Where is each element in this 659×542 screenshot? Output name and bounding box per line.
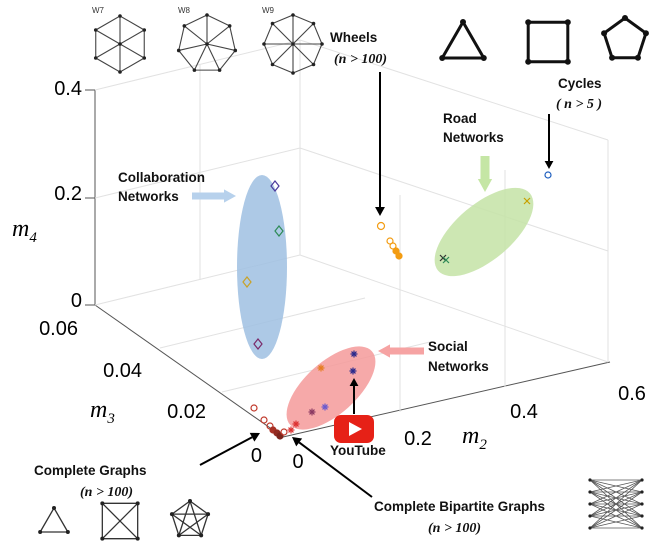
social-point [287, 426, 295, 434]
collab-point [253, 338, 263, 350]
z-tick-0-2: 0.2 [54, 183, 82, 205]
y-tick-0-02: 0.02 [167, 401, 206, 423]
road-cluster [434, 187, 534, 277]
social-point [350, 350, 358, 358]
wheel-w7-icon [93, 14, 147, 74]
x-tick-0: 0 [292, 451, 303, 473]
wheels-label: Wheels [330, 30, 377, 45]
complete-graph-point [250, 404, 258, 412]
wheels-point [395, 252, 403, 260]
bipartite-graphs-label: Complete Bipartite Graphs [374, 499, 545, 514]
collab-cluster [237, 175, 287, 359]
wheels-point [392, 247, 400, 255]
collab-networks-label-1: Collaboration [118, 170, 205, 185]
wheel-w8-icon [176, 13, 238, 72]
y-axis-label: m3 [90, 397, 115, 427]
grid-line [299, 254, 609, 363]
social-arrow [378, 344, 424, 358]
cycles-point [544, 171, 552, 179]
cycles-condition: ( n > 5 ) [556, 97, 602, 112]
wheels-point [376, 221, 386, 231]
social-point [349, 367, 357, 375]
social-networks-label-1: Social [428, 339, 468, 354]
wheels-condition: (n > 100) [334, 52, 387, 67]
complete-k4-icon [100, 501, 140, 541]
x-tick-0-2: 0.2 [404, 428, 432, 450]
data-points [242, 171, 552, 440]
wheels-point [389, 242, 397, 250]
cycles-arrow [544, 114, 554, 169]
wheels-point [386, 237, 394, 245]
wheel-w7-label: W7 [92, 6, 105, 15]
y-axis-line [94, 304, 284, 438]
z-tick-0: 0 [71, 290, 82, 312]
collab-networks-label-2: Networks [118, 189, 179, 204]
bipartite-arrow [292, 437, 373, 498]
grid-line [299, 147, 609, 252]
complete-graphs-arrow [199, 432, 260, 466]
arrows [192, 72, 554, 498]
road-point [523, 197, 531, 205]
social-point [321, 403, 329, 411]
complete-graph-point [280, 428, 288, 436]
y-tick-0: 0 [251, 445, 262, 467]
z-axis-label: m4 [12, 216, 37, 246]
complete-graphs-condition: (n > 100) [80, 485, 133, 500]
complete-bipartite-icon [588, 478, 644, 530]
ellipses [237, 175, 534, 430]
wheels-arrow [375, 72, 385, 216]
wheel-w8-label: W8 [178, 6, 191, 15]
svg-text:m2: m2 [462, 423, 487, 453]
triangle-icon [439, 18, 487, 61]
graph-icons [38, 13, 649, 541]
complete-k3-icon [38, 506, 70, 534]
x-axis-label: m2 [462, 423, 487, 453]
road-arrow [477, 156, 493, 192]
square-icon [525, 19, 571, 65]
x-tick-0-6: 0.6 [618, 383, 646, 405]
social-point [308, 408, 316, 416]
wheel-w9-label: W9 [262, 6, 275, 15]
social-point [292, 420, 300, 428]
road-point [439, 254, 447, 262]
collab-point [274, 225, 284, 237]
svg-text:m3: m3 [90, 397, 115, 427]
collab-point [242, 276, 252, 288]
youtube-play-icon [349, 422, 362, 436]
complete-graph-point [260, 416, 268, 424]
social-networks-label-2: Networks [428, 359, 489, 374]
y-tick-0-04: 0.04 [103, 360, 142, 382]
youtube-label: YouTube [330, 443, 386, 458]
grid-line [299, 39, 609, 141]
x-tick-0-4: 0.4 [510, 401, 538, 423]
grid-line [94, 147, 301, 199]
road-point [442, 256, 450, 264]
road-networks-label-1: Road [443, 111, 477, 126]
collab-point [270, 180, 280, 192]
social-cluster [286, 346, 376, 430]
social-point [317, 364, 325, 372]
complete-k5-icon [169, 499, 211, 538]
road-networks-label-2: Networks [443, 130, 504, 145]
bipartite-graphs-condition: (n > 100) [428, 521, 481, 536]
wheel-w9-icon [262, 13, 324, 75]
pentagon-icon [601, 15, 649, 61]
z-tick-0-4: 0.4 [54, 78, 82, 100]
complete-graphs-label: Complete Graphs [34, 463, 147, 478]
cycles-label: Cycles [558, 76, 602, 91]
svg-text:m4: m4 [12, 216, 37, 246]
y-tick-0-06: 0.06 [39, 318, 78, 340]
youtube-arrow [349, 378, 359, 414]
collab-arrow [192, 189, 236, 203]
